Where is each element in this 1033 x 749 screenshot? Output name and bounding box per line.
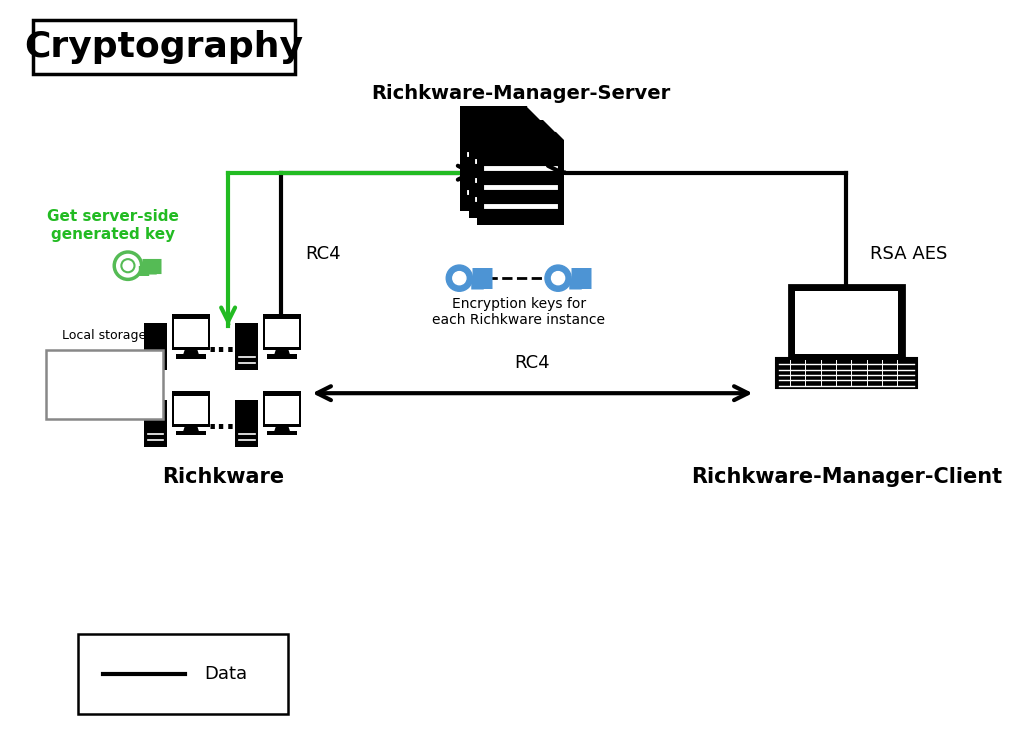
FancyBboxPatch shape (176, 431, 207, 435)
FancyBboxPatch shape (175, 395, 208, 424)
FancyBboxPatch shape (176, 354, 207, 359)
Circle shape (452, 272, 466, 285)
Polygon shape (544, 120, 564, 139)
FancyBboxPatch shape (236, 323, 258, 370)
FancyBboxPatch shape (46, 350, 163, 419)
Text: Encryption keys for
each Richkware instance: Encryption keys for each Richkware insta… (432, 297, 605, 327)
FancyBboxPatch shape (794, 291, 899, 354)
Text: Cryptography: Cryptography (25, 30, 304, 64)
Polygon shape (275, 350, 289, 356)
FancyBboxPatch shape (477, 120, 564, 225)
Text: RC4: RC4 (514, 354, 550, 372)
FancyBboxPatch shape (265, 319, 299, 348)
FancyBboxPatch shape (267, 354, 298, 359)
Text: ...: ... (208, 333, 236, 357)
FancyBboxPatch shape (145, 323, 167, 370)
FancyBboxPatch shape (236, 400, 258, 446)
FancyBboxPatch shape (175, 319, 208, 348)
FancyBboxPatch shape (145, 400, 167, 446)
Text: RSA AES: RSA AES (871, 245, 948, 263)
Polygon shape (528, 106, 546, 124)
Polygon shape (536, 112, 555, 131)
Text: Local storage: Local storage (62, 329, 147, 342)
FancyBboxPatch shape (469, 112, 555, 218)
FancyBboxPatch shape (265, 395, 299, 424)
Circle shape (446, 265, 472, 291)
Circle shape (545, 265, 571, 291)
Text: RC4: RC4 (305, 245, 341, 263)
Polygon shape (184, 427, 198, 432)
Text: Richkware-Manager-Server: Richkware-Manager-Server (371, 84, 670, 103)
Text: ...: ... (208, 410, 236, 434)
Polygon shape (184, 350, 198, 356)
FancyBboxPatch shape (789, 285, 904, 360)
FancyBboxPatch shape (173, 314, 210, 350)
Polygon shape (275, 427, 289, 432)
FancyBboxPatch shape (263, 391, 301, 427)
FancyBboxPatch shape (263, 314, 301, 350)
Text: Data: Data (205, 665, 247, 683)
FancyBboxPatch shape (77, 634, 287, 715)
Text: Richkware: Richkware (162, 467, 284, 487)
FancyBboxPatch shape (460, 106, 546, 211)
Text: Get server-side
generated key: Get server-side generated key (48, 209, 179, 242)
FancyBboxPatch shape (776, 358, 917, 389)
Text: Richkware-Manager-Client: Richkware-Manager-Client (691, 467, 1002, 487)
FancyBboxPatch shape (33, 20, 295, 74)
FancyBboxPatch shape (173, 391, 210, 427)
Circle shape (552, 272, 565, 285)
FancyBboxPatch shape (267, 431, 298, 435)
